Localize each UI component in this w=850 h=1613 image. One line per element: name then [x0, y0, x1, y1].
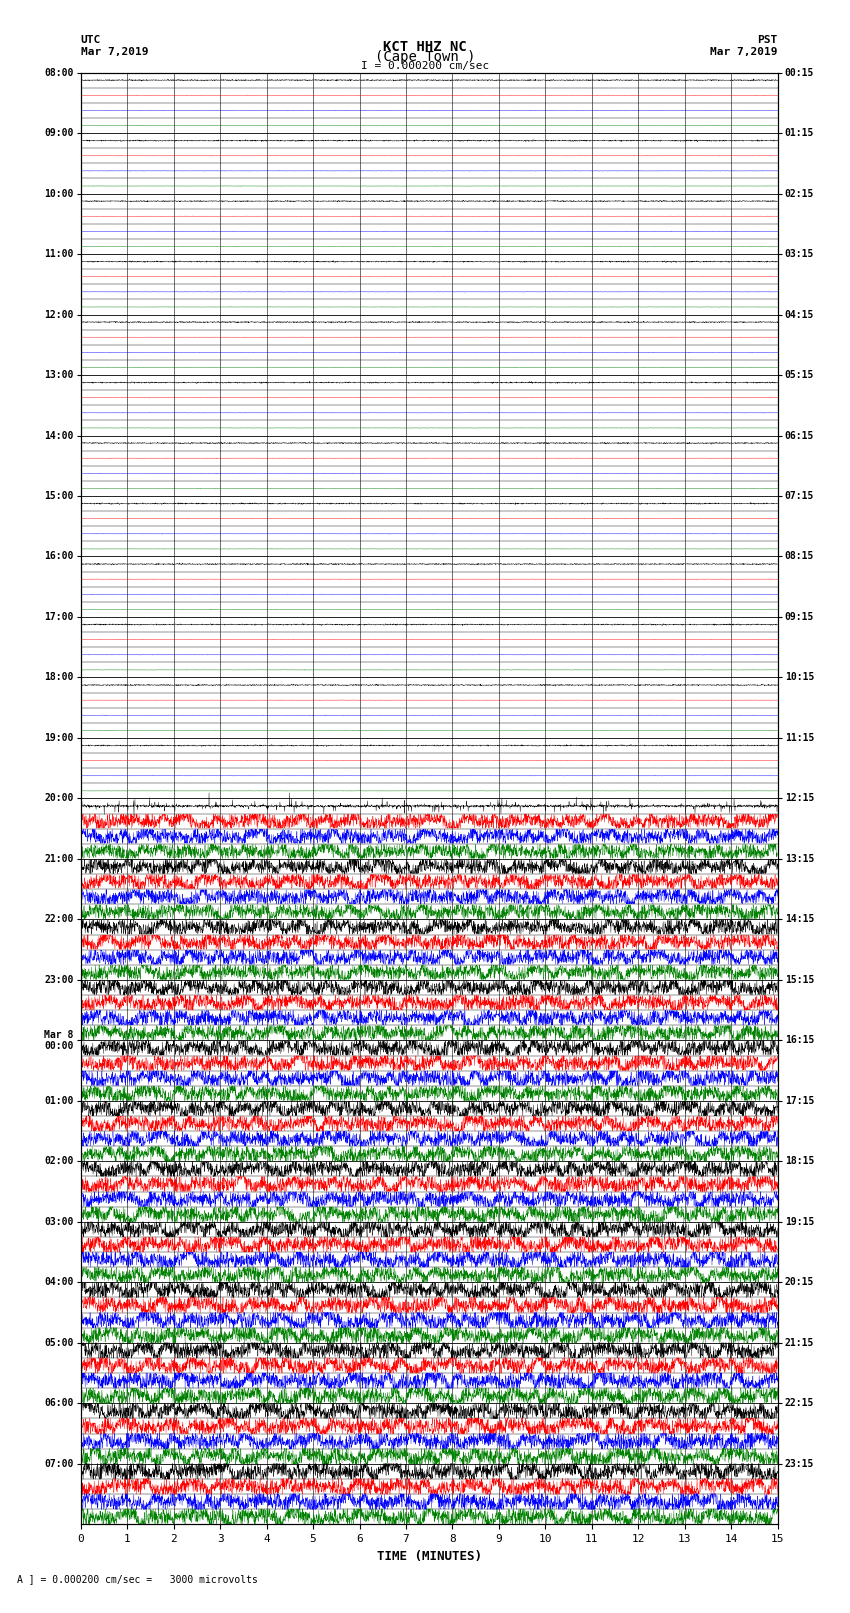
Text: I = 0.000200 cm/sec: I = 0.000200 cm/sec — [361, 61, 489, 71]
Text: Mar 7,2019: Mar 7,2019 — [81, 47, 148, 56]
Text: A ] = 0.000200 cm/sec =   3000 microvolts: A ] = 0.000200 cm/sec = 3000 microvolts — [17, 1574, 258, 1584]
Text: PST: PST — [757, 35, 778, 45]
X-axis label: TIME (MINUTES): TIME (MINUTES) — [377, 1550, 482, 1563]
Text: Mar 7,2019: Mar 7,2019 — [711, 47, 778, 56]
Text: KCT HHZ NC: KCT HHZ NC — [383, 40, 467, 55]
Text: UTC: UTC — [81, 35, 101, 45]
Text: (Cape Town ): (Cape Town ) — [375, 50, 475, 65]
